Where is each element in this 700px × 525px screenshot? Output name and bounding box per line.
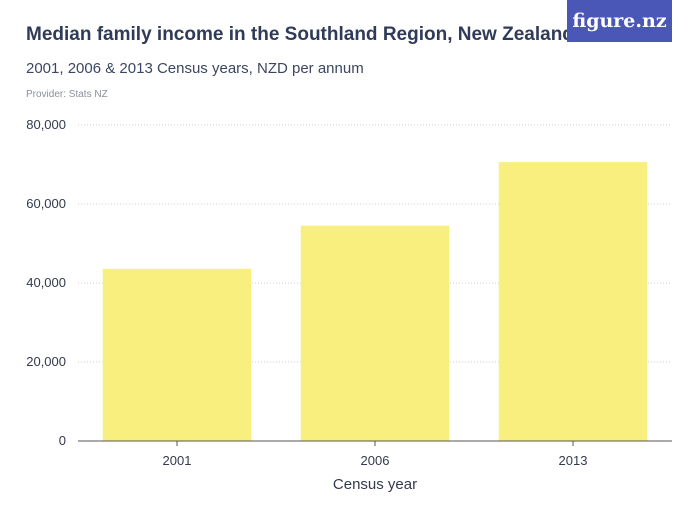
- y-tick-label: 40,000: [26, 275, 66, 290]
- y-tick-label: 60,000: [26, 196, 66, 211]
- y-tick-label: 0: [59, 433, 66, 448]
- x-axis-ticks: 2001 2006 2013: [163, 441, 588, 468]
- bars: [102, 162, 648, 441]
- x-axis-title: Census year: [333, 476, 417, 493]
- x-tick-label: 2013: [559, 453, 588, 468]
- bar: [300, 225, 450, 441]
- y-tick-label: 20,000: [26, 354, 66, 369]
- y-tick-label: 80,000: [26, 117, 66, 132]
- chart-title: Median family income in the Southland Re…: [26, 24, 574, 45]
- chart-subtitle: 2001, 2006 & 2013 Census years, NZD per …: [26, 60, 364, 77]
- x-tick-label: 2001: [163, 453, 192, 468]
- bar: [498, 162, 648, 441]
- x-tick-label: 2006: [361, 453, 390, 468]
- figure-nz-logo[interactable]: figure.nz: [567, 0, 672, 42]
- data-provider: Provider: Stats NZ: [26, 89, 108, 100]
- y-axis-ticks: 0 20,000 40,000 60,000 80,000: [26, 117, 66, 448]
- bar: [102, 268, 252, 441]
